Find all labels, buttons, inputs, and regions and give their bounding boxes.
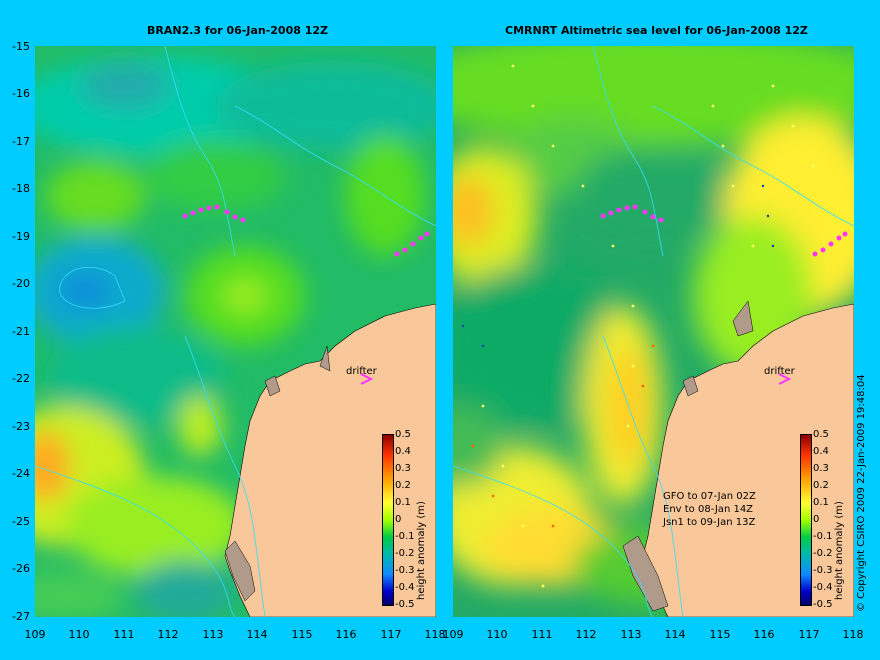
x-label: 116	[753, 628, 775, 641]
right-map-svg	[453, 46, 854, 617]
right-colorbar	[800, 434, 812, 606]
left-map-panel	[35, 46, 436, 617]
x-label: 118	[842, 628, 864, 641]
bathymetry-contours	[453, 46, 854, 617]
x-label: 115	[709, 628, 731, 641]
y-label: -27	[12, 610, 30, 623]
coast-shadow	[622, 300, 754, 612]
y-label: -23	[12, 420, 30, 433]
left-drifter-label: drifter	[346, 366, 377, 377]
y-label: -17	[12, 135, 30, 148]
coast-shadow	[224, 345, 331, 602]
satellite-legend: GFO to 07-Jan 02Z Env to 08-Jan 14Z Jsn1…	[663, 490, 756, 529]
y-label: -15	[12, 40, 30, 53]
cbar-tick: 0.3	[813, 463, 829, 474]
y-label: -18	[12, 182, 30, 195]
cbar-tick: -0.1	[395, 531, 415, 542]
x-label: 110	[486, 628, 508, 641]
cbar-tick: -0.3	[395, 565, 415, 576]
y-label: -19	[12, 230, 30, 243]
drifter-arrow-icon	[778, 373, 792, 385]
x-label: 116	[335, 628, 357, 641]
right-drifter-label: drifter	[764, 366, 795, 377]
cbar-tick: -0.5	[813, 599, 833, 610]
right-panel-title: CMRNRT Altimetric sea level for 06-Jan-2…	[505, 24, 808, 37]
y-label: -22	[12, 372, 30, 385]
copyright-text: © Copyright CSIRO 2009 22-Jan-2009 19:48…	[856, 374, 867, 612]
x-label: 111	[531, 628, 553, 641]
sea-level-anomaly-field	[35, 56, 436, 617]
cbar-tick: 0.2	[813, 480, 829, 491]
cbar-tick: -0.2	[813, 548, 833, 559]
x-label: 109	[24, 628, 46, 641]
altimeter-track-points	[461, 64, 815, 588]
x-label: 109	[442, 628, 464, 641]
x-label: 114	[246, 628, 268, 641]
cbar-tick: -0.1	[813, 531, 833, 542]
cbar-tick: -0.5	[395, 599, 415, 610]
cbar-tick: -0.4	[813, 582, 833, 593]
cbar-tick: 0.5	[395, 429, 411, 440]
bathymetry-contours	[35, 46, 436, 617]
y-label: -26	[12, 562, 30, 575]
x-label: 113	[202, 628, 224, 641]
x-label: 117	[380, 628, 402, 641]
right-map-panel	[453, 46, 854, 617]
x-label: 117	[798, 628, 820, 641]
y-label: -20	[12, 277, 30, 290]
cbar-tick: -0.4	[395, 582, 415, 593]
left-map-svg	[35, 46, 436, 617]
x-label: 112	[575, 628, 597, 641]
y-label: -25	[12, 515, 30, 528]
legend-line-env: Env to 08-Jan 14Z	[663, 504, 754, 515]
x-label: 115	[291, 628, 313, 641]
y-label: -24	[12, 467, 30, 480]
cbar-tick: 0.1	[395, 497, 411, 508]
left-colorbar-title: height anomaly (m)	[416, 501, 427, 600]
x-label: 110	[68, 628, 90, 641]
cbar-tick: 0.5	[813, 429, 829, 440]
legend-line-jsn1: Jsn1 to 09-Jan 13Z	[663, 517, 756, 528]
x-label: 118	[424, 628, 446, 641]
y-label: -16	[12, 87, 30, 100]
drifter-arrow-icon	[360, 373, 374, 385]
right-colorbar-title: height anomaly (m)	[834, 501, 845, 600]
cbar-tick: 0.4	[813, 446, 829, 457]
cbar-tick: 0.4	[395, 446, 411, 457]
cbar-tick: 0	[813, 514, 820, 525]
x-label: 111	[113, 628, 135, 641]
cbar-tick: 0.1	[813, 497, 829, 508]
cbar-tick: 0.3	[395, 463, 411, 474]
left-colorbar	[382, 434, 394, 606]
left-panel-title: BRAN2.3 for 06-Jan-2008 12Z	[147, 24, 329, 37]
cbar-tick: -0.3	[813, 565, 833, 576]
x-label: 112	[157, 628, 179, 641]
legend-line-gfo: GFO to 07-Jan 02Z	[663, 491, 756, 502]
cbar-tick: -0.2	[395, 548, 415, 559]
cbar-tick: 0	[395, 514, 402, 525]
x-label: 114	[664, 628, 686, 641]
y-label: -21	[12, 325, 30, 338]
drifter-tracks	[600, 204, 848, 257]
x-label: 113	[620, 628, 642, 641]
drifter-tracks	[182, 204, 430, 257]
cbar-tick: 0.2	[395, 480, 411, 491]
